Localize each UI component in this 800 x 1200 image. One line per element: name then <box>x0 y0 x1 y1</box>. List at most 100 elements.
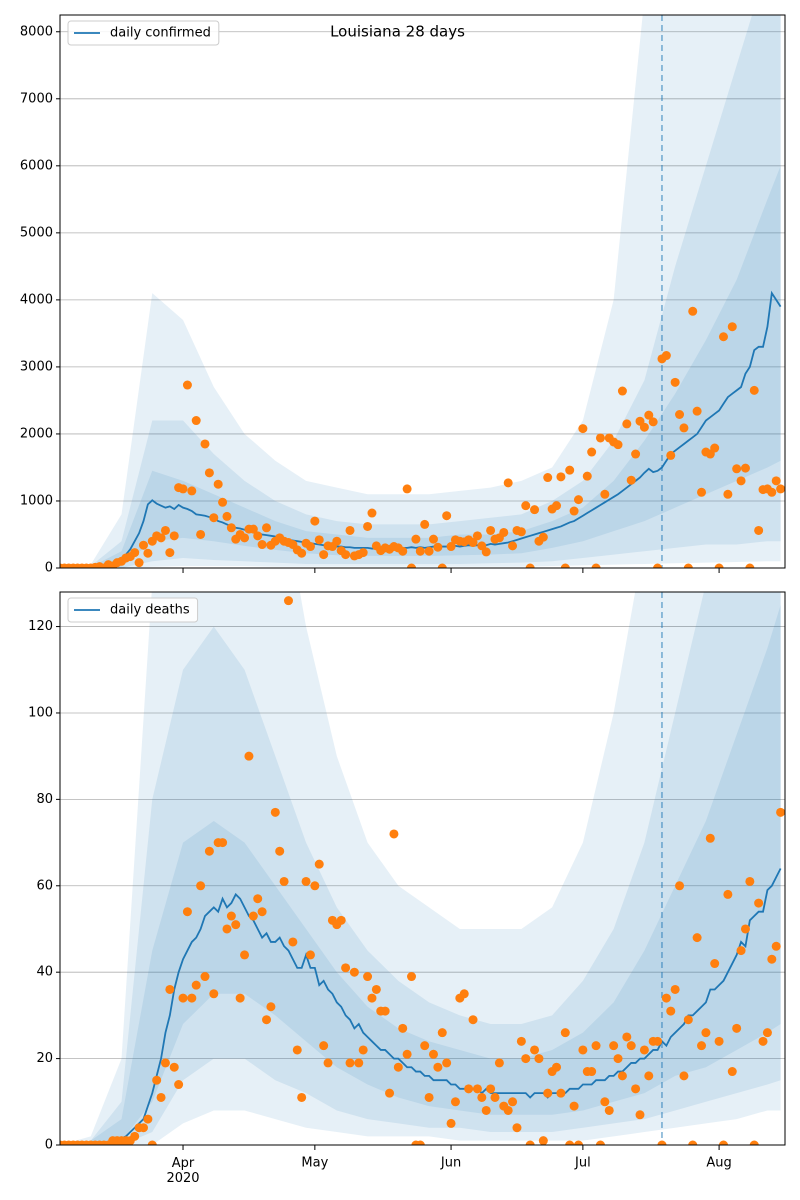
observed-point <box>600 1097 610 1107</box>
observed-point <box>666 1006 676 1016</box>
y-tick-label: 0 <box>45 1138 53 1153</box>
observed-point <box>543 473 553 483</box>
observed-point <box>398 546 408 556</box>
observed-point <box>736 946 746 956</box>
observed-point <box>349 967 359 977</box>
observed-point <box>424 1092 434 1102</box>
observed-point <box>666 450 676 460</box>
observed-point <box>468 1015 478 1025</box>
observed-point <box>697 1041 707 1051</box>
observed-point <box>736 476 746 486</box>
observed-point <box>191 416 201 426</box>
observed-point <box>262 1015 272 1025</box>
observed-point <box>138 1123 148 1133</box>
observed-point <box>560 563 570 568</box>
observed-point <box>174 1080 184 1090</box>
observed-point <box>569 506 579 516</box>
observed-point <box>639 1045 649 1055</box>
y-tick-label: 20 <box>36 1051 53 1066</box>
observed-point <box>503 1105 513 1115</box>
observed-point <box>279 876 289 886</box>
observed-point <box>415 546 425 556</box>
quantile-band <box>60 592 781 1145</box>
observed-point <box>138 540 148 550</box>
observed-point <box>688 1140 698 1145</box>
observed-point <box>631 1084 641 1094</box>
observed-point <box>675 410 685 420</box>
observed-point <box>525 1140 535 1145</box>
observed-point <box>534 1054 544 1064</box>
observed-point <box>754 525 764 535</box>
observed-point <box>692 406 702 416</box>
observed-point <box>512 1123 522 1133</box>
plot-area <box>60 15 785 568</box>
observed-point <box>187 486 197 496</box>
observed-point <box>595 433 605 443</box>
observed-point <box>556 1088 566 1098</box>
observed-point <box>367 508 377 518</box>
observed-point <box>683 1015 693 1025</box>
observed-point <box>420 519 430 529</box>
observed-point <box>718 332 728 342</box>
observed-point <box>319 550 329 560</box>
observed-point <box>683 563 693 568</box>
observed-point <box>218 497 228 507</box>
observed-point <box>433 542 443 552</box>
observed-point <box>262 523 272 533</box>
observed-point <box>200 972 210 982</box>
observed-point <box>147 1140 157 1145</box>
observed-point <box>270 807 280 817</box>
observed-point <box>464 1084 474 1094</box>
observed-point <box>569 1101 579 1111</box>
quantile-band <box>60 15 781 568</box>
y-tick-label: 4000 <box>20 292 53 307</box>
observed-point <box>626 475 636 485</box>
observed-point <box>582 471 592 481</box>
observed-point <box>679 423 689 433</box>
observed-point <box>710 959 720 969</box>
y-tick-label: 5000 <box>20 225 53 240</box>
observed-point <box>648 417 658 427</box>
observed-point <box>407 563 417 568</box>
observed-point <box>433 1062 443 1072</box>
observed-point <box>345 525 355 535</box>
observed-point <box>257 907 267 917</box>
observed-point <box>604 1105 614 1115</box>
observed-point <box>626 1041 636 1051</box>
observed-point <box>595 1140 605 1145</box>
observed-point <box>156 533 166 543</box>
observed-point <box>688 306 698 316</box>
observed-point <box>481 547 491 557</box>
observed-point <box>530 505 540 515</box>
y-tick-label: 60 <box>36 878 53 893</box>
observed-point <box>762 1028 772 1038</box>
observed-point <box>556 472 566 482</box>
observed-point <box>253 531 263 541</box>
observed-point <box>187 993 197 1003</box>
observed-point <box>679 1071 689 1081</box>
observed-point <box>617 386 627 396</box>
observed-point <box>670 377 680 387</box>
observed-point <box>314 859 324 869</box>
observed-point <box>428 534 438 544</box>
observed-point <box>165 984 175 994</box>
observed-point <box>314 535 324 545</box>
observed-point <box>670 984 680 994</box>
y-tick-label: 8000 <box>20 24 53 39</box>
observed-point <box>222 924 232 934</box>
observed-point <box>450 1097 460 1107</box>
observed-point <box>130 1131 140 1141</box>
observed-point <box>543 1088 553 1098</box>
observed-point <box>560 1028 570 1038</box>
observed-point <box>341 963 351 973</box>
y-tick-label: 2000 <box>20 426 53 441</box>
observed-point <box>182 380 192 390</box>
observed-point <box>578 424 588 434</box>
observed-point <box>552 501 562 511</box>
observed-point <box>402 484 412 494</box>
observed-point <box>578 1045 588 1055</box>
observed-point <box>305 542 315 552</box>
observed-point <box>740 463 750 473</box>
y-tick-label: 120 <box>28 619 53 634</box>
observed-point <box>499 527 509 537</box>
